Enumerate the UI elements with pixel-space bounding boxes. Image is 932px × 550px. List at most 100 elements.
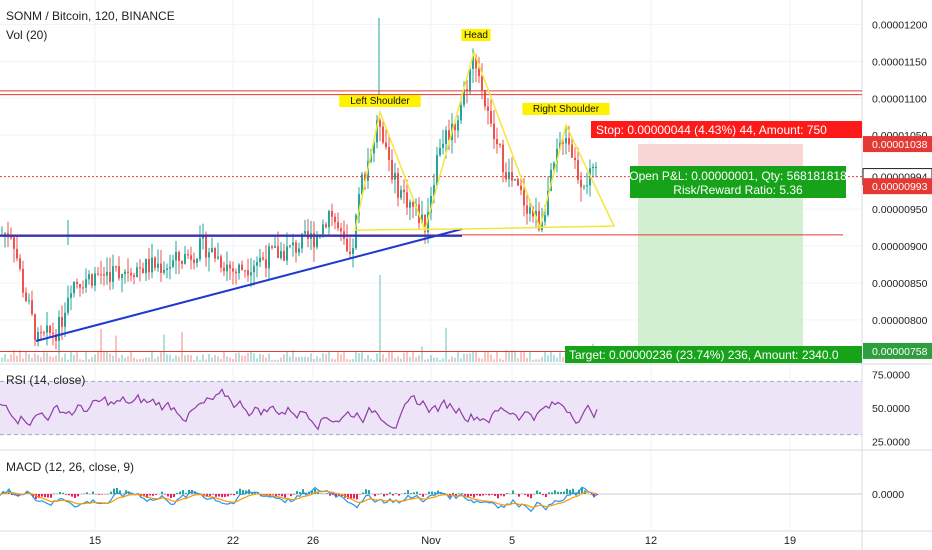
candle-body [427, 212, 429, 233]
candle-body [91, 274, 93, 286]
volume-bar [250, 350, 252, 362]
macd-hist-bar [77, 494, 79, 497]
macd-hist-bar [185, 493, 187, 494]
volume-bar [547, 355, 549, 362]
volume-bar [367, 354, 369, 362]
volume-bar [94, 354, 96, 362]
volume-bar [19, 350, 21, 362]
candle-body [322, 224, 324, 237]
macd-hist-bar [479, 494, 481, 497]
macd-hist-bar [569, 489, 571, 494]
candle-body [115, 266, 117, 268]
candle-body [124, 271, 126, 274]
macd-hist-bar [416, 491, 418, 494]
macd-hist-bar [110, 491, 112, 494]
volume-bar [25, 350, 27, 362]
volume-bar [220, 358, 222, 362]
volume-bar [448, 359, 450, 362]
candle-body [469, 69, 471, 92]
volume-bar [397, 356, 399, 362]
volume-bar [4, 354, 6, 362]
volume-bar [151, 350, 153, 362]
volume-bar [64, 353, 66, 362]
pnl-label-bg [630, 166, 846, 198]
volume-bar [466, 353, 468, 362]
target-zone [638, 176, 803, 351]
macd-hist-bar [524, 494, 526, 495]
volume-bar [289, 356, 291, 362]
stop-label-bg [591, 121, 862, 138]
macd-hist-bar [419, 494, 421, 495]
volume-bar [358, 353, 360, 362]
volume-bar [493, 359, 495, 362]
candle-body [253, 265, 255, 273]
macd-hist-bar [275, 494, 277, 496]
volume-bar [202, 354, 204, 362]
volume-bar [247, 352, 249, 362]
candle-body [574, 157, 576, 161]
candle-body [19, 258, 21, 269]
macd-hist-bar [527, 494, 529, 497]
macd-hist-bar [188, 489, 190, 494]
macd-hist-bar [434, 492, 436, 494]
volume-bar [130, 351, 132, 362]
candles [1, 48, 597, 354]
candle-body [337, 222, 339, 229]
macd-hist-bar [119, 490, 121, 494]
candle-body [49, 325, 51, 333]
macd-hist-bar [167, 494, 169, 497]
candle-body [520, 185, 522, 191]
volume-bar [106, 351, 108, 362]
candle-body [358, 194, 360, 216]
macd-hist-bar [407, 489, 409, 494]
candle-body [214, 248, 216, 259]
symbol-title: SONM / Bitcoin, 120, BINANCE [6, 9, 175, 23]
macd-hist-bar [557, 491, 559, 494]
macd-hist-bar [146, 494, 148, 498]
volume-bar [31, 357, 33, 362]
volume-bar [373, 359, 375, 362]
candle-body [64, 312, 66, 327]
pnl-label: Open P&L: 0.00000001, Qty: 568181818 [629, 169, 847, 183]
candle-body [406, 192, 408, 208]
volume-bar [265, 357, 267, 362]
volume-bar [259, 353, 261, 362]
macd-hist-bar [491, 494, 493, 495]
macd-hist-bar [581, 487, 583, 494]
candle-body [424, 214, 426, 233]
macd-hist-bar [176, 492, 178, 494]
candle-body [175, 251, 177, 261]
volume-bar [7, 359, 9, 362]
price-tick-label: 0.00000800 [872, 315, 928, 327]
macd-hist-bar [305, 492, 307, 494]
macd-hist-bar [530, 494, 532, 499]
volume-bar [163, 334, 165, 362]
macd-hist-bar [290, 494, 292, 497]
macd-hist-bar [542, 494, 544, 496]
macd-hist-bar [485, 494, 487, 495]
candle-body [352, 248, 354, 254]
volume-bar [88, 359, 90, 362]
macd-hist-bar [44, 494, 46, 498]
macd-hist-bar [329, 494, 331, 496]
macd-hist-bar [266, 494, 268, 495]
volume-bar [526, 357, 528, 362]
volume-bar [379, 359, 381, 362]
volume-bar [235, 353, 237, 362]
candle-body [250, 272, 252, 276]
macd-hist-bar [83, 493, 85, 494]
macd-hist-bar [494, 494, 496, 496]
macd-hist-bar [218, 494, 220, 497]
price-tick-label: 0.00000900 [872, 241, 928, 253]
macd-hist-bar [209, 494, 211, 496]
candle-body [514, 179, 516, 181]
rsi-band [0, 381, 862, 435]
volume-bar [85, 350, 87, 362]
candle-body [580, 179, 582, 188]
volume-bar [211, 357, 213, 362]
candle-body [289, 245, 291, 247]
volume-bar [361, 351, 363, 362]
candle-body [268, 246, 270, 269]
volume-bar [559, 352, 561, 362]
